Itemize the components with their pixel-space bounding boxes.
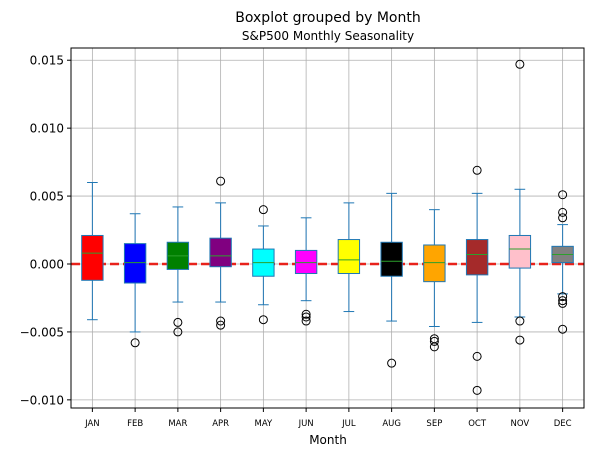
x-axis-label: Month	[309, 433, 347, 447]
box-body	[465, 239, 489, 276]
outlier-point	[558, 292, 568, 302]
outlier-point	[558, 190, 568, 200]
outlier-point	[429, 336, 439, 346]
outlier-point	[301, 309, 311, 319]
y-tick-label: −0.005	[20, 325, 64, 339]
outlier-point	[216, 176, 226, 186]
outlier-point	[258, 315, 268, 325]
outlier-point	[558, 298, 568, 308]
outlier-point	[301, 312, 311, 322]
y-tick-label: 0.010	[30, 122, 64, 136]
x-tick-label: AUG	[382, 419, 401, 429]
outlier-point	[216, 320, 226, 330]
outlier-point	[472, 351, 482, 361]
box-dec	[551, 190, 574, 334]
box-apr	[209, 176, 232, 330]
outlier-point	[472, 165, 482, 175]
box-layer	[81, 59, 574, 395]
outlier-point	[558, 324, 568, 334]
chart-subtitle: S&P500 Monthly Seasonality	[242, 29, 414, 43]
box-jan	[81, 181, 104, 321]
axis-layer: −0.010 −0.005 0.000 0.005 0.010 0.015 JAN FEB MA…	[20, 54, 572, 429]
x-tick-label: APR	[212, 419, 229, 429]
outlier-point	[472, 385, 482, 395]
x-tick-label: NOV	[511, 419, 530, 429]
box-feb	[123, 213, 147, 348]
box-body	[81, 234, 104, 281]
outlier-point	[130, 338, 140, 348]
outlier-point	[387, 358, 397, 368]
outlier-point	[515, 335, 525, 345]
y-tick-label: 0.000	[30, 258, 64, 272]
x-tick-label: JUL	[341, 419, 356, 429]
y-tick-label: 0.015	[30, 54, 64, 68]
box-body	[508, 234, 532, 269]
outlier-point	[429, 342, 439, 352]
outlier-point	[558, 207, 568, 217]
x-tick-label: DEC	[554, 419, 572, 429]
outlier-point	[258, 205, 268, 215]
x-tick-label: MAY	[255, 419, 273, 429]
chart-title: Boxplot grouped by Month	[235, 10, 420, 26]
box-jun	[294, 217, 318, 326]
box-aug	[380, 192, 403, 368]
outlier-point	[301, 316, 311, 326]
y-tick-label: −0.010	[20, 393, 64, 407]
plot-frame	[70, 47, 585, 409]
box-body	[209, 237, 232, 268]
x-tick-label: JAN	[84, 419, 100, 429]
x-tick-label: OCT	[468, 419, 487, 429]
grid-layer	[71, 48, 584, 408]
box-body	[294, 249, 318, 275]
outlier-point	[558, 296, 568, 306]
box-body	[123, 243, 147, 284]
outlier-point	[515, 59, 525, 69]
box-nov	[508, 59, 532, 345]
outlier-point	[173, 317, 183, 327]
x-tick-label: FEB	[127, 419, 143, 429]
box-jul	[337, 202, 361, 313]
box-mar	[166, 206, 190, 337]
x-tick-label: MAR	[168, 419, 187, 429]
box-sep	[423, 209, 446, 352]
box-may	[252, 205, 275, 325]
x-tick-label: JUN	[298, 419, 314, 429]
outlier-point	[173, 327, 183, 337]
outlier-point	[515, 316, 525, 326]
box-oct	[465, 165, 489, 395]
outlier-point	[558, 213, 568, 223]
outlier-point	[216, 316, 226, 326]
y-tick-label: 0.005	[30, 190, 64, 204]
box-body	[337, 239, 361, 275]
box-body	[423, 244, 446, 283]
x-tick-label: SEP	[426, 419, 442, 429]
box-body	[380, 241, 403, 277]
